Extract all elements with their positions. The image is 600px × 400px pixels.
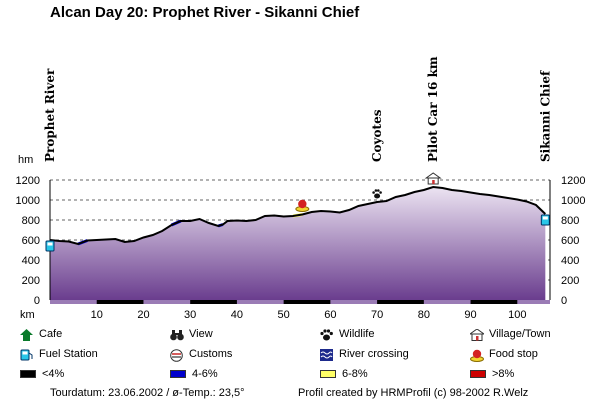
tour-info: Tourdatum: 23.06.2002 / ø-Temp.: 23,5° [50,387,245,399]
x-axis-bar-segment [283,300,331,304]
legend-label: Village/Town [489,328,551,340]
legend-label: Food stop [489,348,538,360]
legend-item-cafe: Cafe [20,328,63,341]
y-tick-label-right: 0 [561,295,567,307]
y-tick-label-right: 600 [561,235,579,247]
route-markers [45,172,550,252]
binoculars-icon [170,329,184,340]
elevation-line [49,185,547,246]
legend-item-village: Village/Town [468,327,551,341]
place-label: Pilot Car 16 km [426,56,440,162]
legend-label: View [189,328,213,340]
y-tick-label-left: 800 [22,215,40,227]
x-axis-bar-segment [377,300,424,304]
x-tick-label: 40 [231,309,243,321]
legend-item-grade-gt8: >8% [470,368,514,380]
legend-label: 4-6% [192,368,218,380]
wildlife-icon [372,189,382,199]
legend-label: Fuel Station [39,348,98,360]
house-icon [468,327,486,341]
customs-icon [170,348,183,362]
x-tick-label: 70 [371,309,383,321]
food-stop-icon [295,199,310,212]
y-tick-label-right: 200 [561,275,579,287]
legend: Cafe View Wildlife Village/Town Fuel Sta… [20,327,590,380]
y-tick-label-left: 600 [22,235,40,247]
y-axis-label: hm [18,154,33,166]
legend-label: 6-8% [342,368,368,380]
legend-item-customs: Customs [170,348,233,362]
legend-label: Cafe [39,328,63,340]
grade-gt8-swatch [470,370,486,378]
x-tick-label: 30 [184,309,196,321]
river-waves-icon [320,348,333,361]
y-tick-label-right: 800 [561,215,579,227]
fuel-pump-icon [20,349,33,360]
y-tick-label-right: 400 [561,255,579,267]
grade-4-6-swatch [170,370,186,378]
place-label: Coyotes [370,109,384,162]
legend-label: <4% [42,368,65,380]
legend-item-river: River crossing [320,348,409,361]
legend-item-food: Food stop [470,348,538,362]
y-tick-label-right: 1200 [561,175,585,187]
legend-item-view: View [170,328,213,340]
x-tick-label: 100 [508,309,526,321]
x-axis-bar-segment [190,300,237,304]
y-tick-label-right: 1000 [561,195,585,207]
y-tick-label-left: 400 [22,255,40,267]
legend-label: >8% [492,368,515,380]
x-tick-label: 50 [278,309,290,321]
village-town-icon [424,172,442,185]
x-axis-label: km [20,309,35,321]
legend-item-wildlife: Wildlife [320,328,374,340]
axes [49,180,551,304]
elevation-area [50,187,546,300]
x-tick-label: 80 [418,309,430,321]
place-label: Sikanni Chief [538,70,552,162]
place-labels: Prophet River Coyotes Pilot Car 16 km Sikan… [43,56,552,162]
grade-lt4-swatch [20,370,36,378]
paw-print-icon [320,328,333,340]
y-tick-label-left: 0 [34,295,40,307]
credits: Profil created by HRMProfil (c) 98-2002 … [298,387,529,399]
food-stop-icon [470,349,484,362]
x-tick-label: 90 [464,309,476,321]
legend-item-grade-4-6: 4-6% [170,368,218,380]
x-tick-label: 20 [137,309,149,321]
fuel-station-icon [540,214,550,226]
fuel-station-icon [45,240,55,252]
x-tick-label: 60 [324,309,336,321]
legend-label: Customs [189,348,233,360]
legend-item-grade-lt4: <4% [20,368,64,380]
cafe-icon [20,328,33,341]
legend-item-grade-6-8: 6-8% [320,368,368,380]
y-tick-label-left: 1200 [16,175,40,187]
legend-label: Wildlife [339,328,375,340]
elevation-profile-chart: 0 0 200 200 400 400 600 600 800 800 1000 1000 1200 12… [16,56,586,321]
chart-title: Alcan Day 20: Prophet River - Sikanni Ch… [50,4,360,21]
y-tick-label-left: 200 [22,275,40,287]
x-axis-bar-segment [470,300,518,304]
legend-item-fuel: Fuel Station [20,348,98,360]
x-tick-label: 10 [91,309,103,321]
place-label: Prophet River [43,68,57,162]
grade-6-8-swatch [320,370,336,378]
tick-labels: 0 0 200 200 400 400 600 600 800 800 1000 1000 1200 12… [16,154,586,321]
x-axis-bar-segment [96,300,144,304]
legend-label: River crossing [339,348,409,360]
y-tick-label-left: 1000 [16,195,40,207]
